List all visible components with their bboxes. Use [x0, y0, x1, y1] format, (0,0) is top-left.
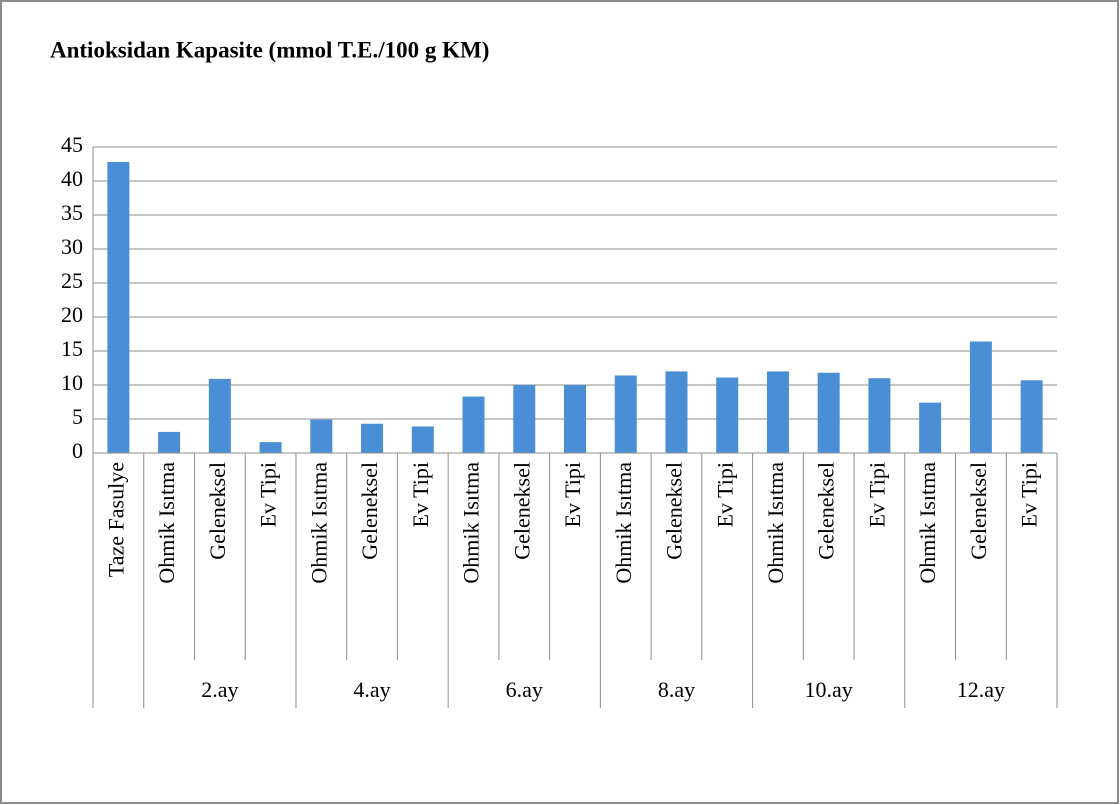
x-tick-label: Geleneksel: [205, 462, 230, 560]
x-tick-label: Ohmik Isıtma: [306, 462, 331, 584]
x-tick-label: Ohmik Isıtma: [915, 462, 940, 584]
y-tick-label: 5: [72, 404, 83, 429]
bar: [817, 372, 840, 453]
y-tick-label: 30: [61, 234, 83, 259]
y-tick-label: 45: [61, 132, 83, 157]
bar: [766, 371, 789, 453]
bar: [107, 161, 130, 453]
x-tick-label: Ev Tipi: [256, 462, 281, 527]
bar: [310, 419, 333, 453]
group-label: 12.ay: [957, 677, 1005, 702]
x-tick-label: Ohmik Isıtma: [459, 462, 484, 584]
x-tick-label: Ev Tipi: [1017, 462, 1042, 527]
x-tick-label: Geleneksel: [509, 462, 534, 560]
bar: [1020, 380, 1043, 453]
bar: [158, 431, 181, 453]
y-tick-label: 40: [61, 166, 83, 191]
bar: [411, 426, 434, 453]
bar: [361, 423, 384, 453]
y-tick-label: 0: [72, 438, 83, 463]
x-tick-label: Geleneksel: [357, 462, 382, 560]
y-tick-label: 25: [61, 268, 83, 293]
bar: [208, 378, 231, 453]
group-label: 10.ay: [805, 677, 853, 702]
x-tick-label: Taze Fasulye: [103, 462, 128, 577]
bar: [614, 375, 637, 453]
x-tick-label: Ev Tipi: [864, 462, 889, 527]
x-tick-label: Ohmik Isıtma: [154, 462, 179, 584]
chart-title: Antioksidan Kapasite (mmol T.E./100 g KM…: [50, 37, 489, 62]
group-label: 4.ay: [353, 677, 390, 702]
x-tick-label: Ohmik Isıtma: [763, 462, 788, 584]
bar: [919, 402, 942, 453]
x-tick-label: Geleneksel: [814, 462, 839, 560]
group-label: 2.ay: [201, 677, 238, 702]
y-tick-label: 15: [61, 336, 83, 361]
x-tick-label: Ev Tipi: [408, 462, 433, 527]
bar: [564, 385, 586, 453]
bar: [462, 396, 485, 453]
x-tick-label: Geleneksel: [662, 462, 687, 560]
bar: [969, 341, 992, 453]
y-tick-label: 35: [61, 200, 83, 225]
y-tick-label: 10: [61, 370, 83, 395]
x-tick-label: Geleneksel: [966, 462, 991, 560]
bar: [716, 377, 739, 453]
bar: [513, 385, 536, 453]
bar: [868, 378, 891, 453]
group-label: 6.ay: [506, 677, 543, 702]
x-tick-label: Ev Tipi: [712, 462, 737, 527]
bar: [259, 442, 282, 453]
x-tick-label: Ev Tipi: [560, 462, 585, 527]
bar: [665, 371, 688, 453]
x-tick-label: Ohmik Isıtma: [611, 462, 636, 584]
y-tick-label: 20: [61, 302, 83, 327]
group-label: 8.ay: [658, 677, 695, 702]
